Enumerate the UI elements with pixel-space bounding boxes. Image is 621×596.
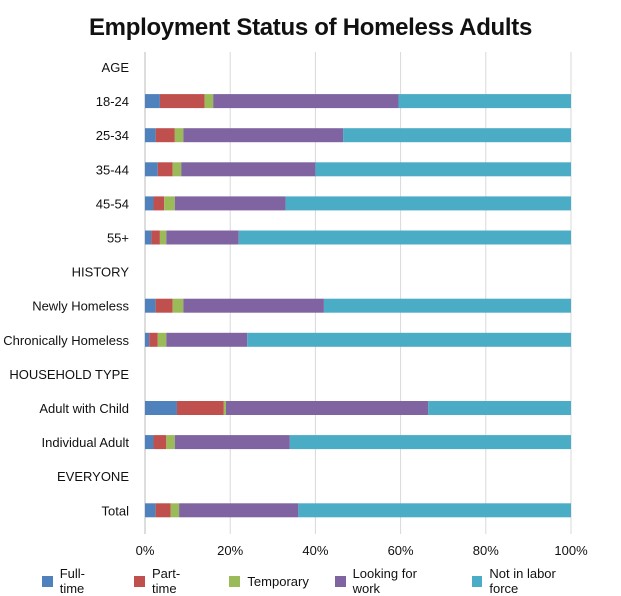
legend: Full-time Part-time Temporary Looking for w… — [42, 566, 612, 596]
category-label: Newly Homeless — [32, 299, 129, 314]
bar-segment-not-in-labor-force — [289, 435, 571, 450]
legend-label: Full-time — [59, 566, 85, 596]
bar-segment-full-time — [145, 503, 156, 518]
bar-segment-part-time — [153, 196, 165, 211]
bar-segment-looking-for-work — [174, 196, 286, 211]
bar-segment-full-time — [145, 230, 152, 245]
bar-segment-part-time — [176, 401, 224, 415]
legend-label: Not in labor force — [489, 566, 556, 596]
bar-segment-looking-for-work — [174, 435, 290, 450]
x-tick-label: 60% — [388, 543, 414, 558]
bar-segment-full-time — [145, 196, 154, 211]
bar-segment-temporary — [223, 401, 226, 415]
legend-swatch — [471, 575, 483, 587]
bar-segment-full-time — [145, 401, 177, 415]
bar-segment-looking-for-work — [179, 503, 299, 518]
bar-segment-part-time — [159, 94, 205, 109]
legend-item: Not in labor force — [471, 566, 586, 596]
bar-segment-looking-for-work — [181, 162, 316, 177]
gridlines — [144, 52, 572, 534]
group-header-label: HISTORY — [72, 265, 130, 280]
bar-segment-temporary — [170, 503, 180, 518]
legend-label: Looking for work — [352, 566, 417, 596]
legend-item: Temporary — [229, 573, 309, 589]
category-label: 18-24 — [96, 94, 129, 109]
bar-segment-temporary — [166, 435, 175, 450]
category-label: Chronically Homeless — [3, 333, 129, 348]
legend-label: Temporary — [247, 573, 309, 589]
bar-segment-part-time — [153, 435, 167, 450]
bar-segment-temporary — [172, 162, 182, 177]
category-label: 45-54 — [96, 196, 129, 211]
bar-segment-not-in-labor-force — [238, 230, 571, 245]
bar-segment-not-in-labor-force — [323, 298, 571, 313]
bar-segment-temporary — [159, 230, 167, 245]
legend-swatch — [229, 575, 241, 587]
group-header-label: AGE — [102, 60, 130, 75]
legend-label: Part-time — [152, 566, 181, 596]
bars — [145, 94, 572, 518]
legend-item: Looking for work — [334, 566, 446, 596]
x-tick-labels: 0% 20% 40% 60% 80% 100% — [136, 543, 588, 558]
legend-item: Full-time — [42, 566, 108, 596]
bar-segment-not-in-labor-force — [428, 401, 571, 415]
bar-segment-looking-for-work — [213, 94, 399, 109]
bar-segment-part-time — [155, 503, 171, 518]
bar-segment-not-in-labor-force — [343, 128, 571, 143]
bar-segment-full-time — [145, 94, 160, 109]
x-tick-label: 20% — [217, 543, 243, 558]
x-tick-label: 80% — [473, 543, 499, 558]
group-header-label: HOUSEHOLD TYPE — [9, 367, 129, 382]
bar-segment-not-in-labor-force — [285, 196, 571, 211]
bar-segment-full-time — [145, 332, 150, 347]
bar-segment-not-in-labor-force — [247, 332, 572, 347]
bar-segment-full-time — [145, 162, 158, 177]
bar-segment-part-time — [155, 298, 173, 313]
bar-segment-part-time — [149, 332, 158, 347]
bar-segment-part-time — [157, 162, 173, 177]
category-label: 55+ — [107, 231, 129, 246]
bar-segment-looking-for-work — [166, 230, 239, 245]
category-label: 25-34 — [96, 128, 129, 143]
bar-segment-looking-for-work — [225, 401, 429, 415]
category-label: Individual Adult — [42, 435, 130, 450]
bar-segment-not-in-labor-force — [298, 503, 571, 518]
legend-swatch — [42, 575, 53, 587]
x-tick-label: 40% — [302, 543, 328, 558]
bar-segment-not-in-labor-force — [315, 162, 571, 177]
bar-segment-looking-for-work — [183, 128, 344, 143]
bar-segment-part-time — [151, 230, 160, 245]
bar-segment-temporary — [174, 128, 184, 143]
bar-segment-full-time — [145, 128, 156, 143]
category-label: Total — [102, 503, 130, 518]
bar-segment-not-in-labor-force — [398, 94, 571, 109]
bar-segment-part-time — [155, 128, 175, 143]
group-header-label: EVERYONE — [57, 469, 129, 484]
category-label: Adult with Child — [39, 401, 129, 416]
legend-item: Part-time — [134, 566, 203, 596]
category-labels: AGE 18-24 25-34 35-44 45-54 55+ HISTORY Newly H… — [3, 60, 129, 518]
bar-segment-looking-for-work — [183, 298, 324, 313]
x-tick-label: 100% — [554, 543, 588, 558]
category-label: 35-44 — [96, 162, 129, 177]
bar-segment-full-time — [145, 435, 154, 450]
bar-segment-full-time — [145, 298, 156, 313]
chart-title: Employment Status of Homeless Adults — [88, 14, 533, 41]
bar-segment-temporary — [157, 332, 167, 347]
bar-segment-temporary — [164, 196, 175, 211]
x-tick-label: 0% — [136, 543, 155, 558]
bar-segment-looking-for-work — [166, 332, 248, 347]
bar-segment-temporary — [172, 298, 184, 313]
legend-swatch — [334, 575, 346, 587]
legend-swatch — [134, 575, 146, 587]
bar-segment-temporary — [204, 94, 214, 109]
